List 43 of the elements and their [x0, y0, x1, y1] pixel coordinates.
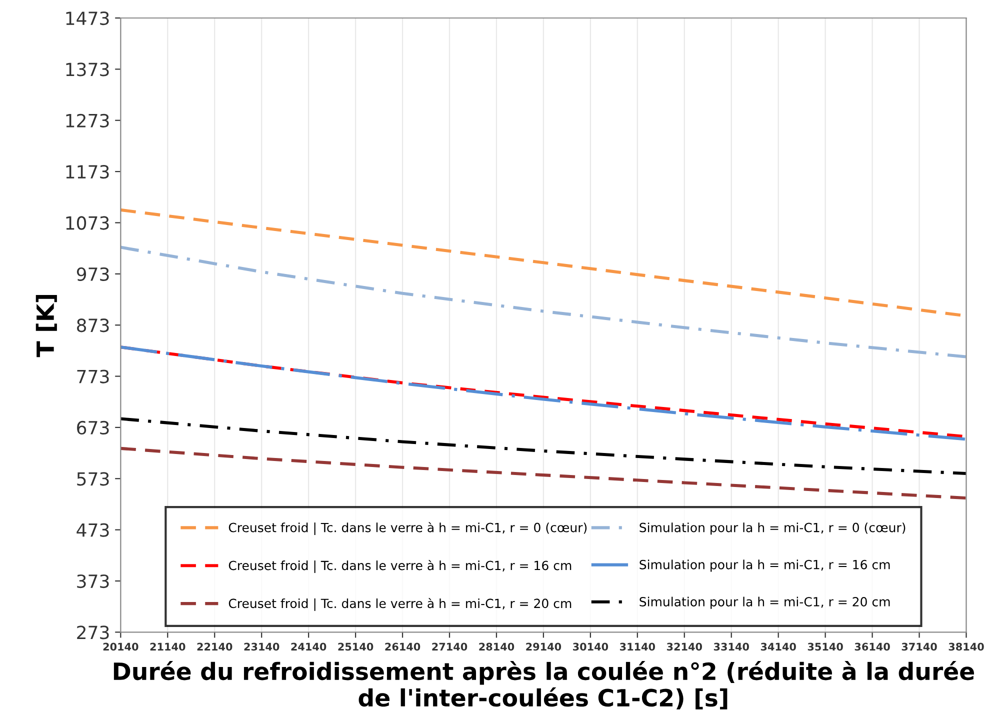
y-tick-label: 1273: [66, 114, 109, 128]
y-axis-title: T [K]: [36, 295, 57, 358]
x-tick-label: 31140: [620, 642, 656, 651]
x-tick-label: 33140: [714, 642, 749, 651]
y-tick-label: 673: [77, 420, 109, 435]
y-tick-label: 1473: [66, 11, 109, 26]
legend-label: Simulation pour la h = mi-C1, r = 0 (cœur): [640, 522, 906, 535]
line-series: [120, 417, 966, 476]
x-tick-label: 34140: [760, 642, 796, 651]
y-tick-label: 273: [77, 626, 109, 640]
legend-label: Simulation pour la h = mi-C1, r = 20 cm: [640, 596, 890, 609]
x-tick-label: 30140: [573, 642, 608, 651]
x-tick-label: 37140: [902, 642, 937, 651]
x-tick-label: 22140: [197, 642, 232, 651]
x-tick-label: 21140: [150, 642, 186, 651]
x-tick-label: 35140: [808, 642, 843, 651]
x-tick-label: 29140: [526, 642, 562, 651]
x-tick-label: 20140: [103, 642, 138, 651]
x-axis-title: Durée du refroidissement après la coulée n°2 (réduite à la durée de l'inter-coulées C1-C2) [s]: [114, 660, 974, 710]
x-tick-label: 38140: [948, 642, 984, 651]
legend-label: Creuset froid | Tc. dans le verre à h = mi-C1, r = 0 (cœur): [228, 522, 587, 536]
y-tick-label: 373: [77, 574, 109, 588]
legend-label: Creuset froid | Tc. dans le verre à h = mi-C1, r = 20 cm: [228, 598, 572, 611]
legend-label: Creuset froid | Tc. dans le verre à h = mi-C1, r = 16 cm: [228, 560, 572, 573]
line-series: [120, 446, 966, 500]
y-tick-label: 1173: [66, 165, 109, 179]
y-tick-label: 873: [77, 318, 109, 332]
y-tick-label: 573: [77, 472, 109, 486]
x-tick-label: 32140: [666, 642, 702, 651]
x-tick-label: 27140: [432, 642, 468, 651]
y-tick-label: 973: [76, 267, 109, 282]
x-tick-label: 26140: [385, 642, 420, 651]
line-series: [120, 246, 966, 358]
x-tick-label: 25140: [338, 642, 374, 651]
y-tick-label: 1373: [66, 62, 109, 76]
x-tick-label: 28140: [479, 642, 514, 651]
x-tick-label: 23140: [244, 642, 280, 651]
x-tick-label: 24140: [291, 642, 326, 651]
legend-label: Simulation pour la h = mi-C1, r = 16 cm: [640, 560, 890, 572]
y-tick-label: 473: [76, 523, 109, 537]
y-tick-label: 1073: [66, 216, 109, 230]
y-tick-label: 773: [77, 370, 109, 384]
x-tick-label: 36140: [854, 642, 890, 651]
